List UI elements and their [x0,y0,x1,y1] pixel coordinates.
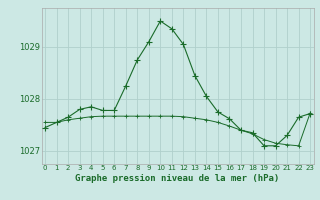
X-axis label: Graphe pression niveau de la mer (hPa): Graphe pression niveau de la mer (hPa) [76,174,280,183]
